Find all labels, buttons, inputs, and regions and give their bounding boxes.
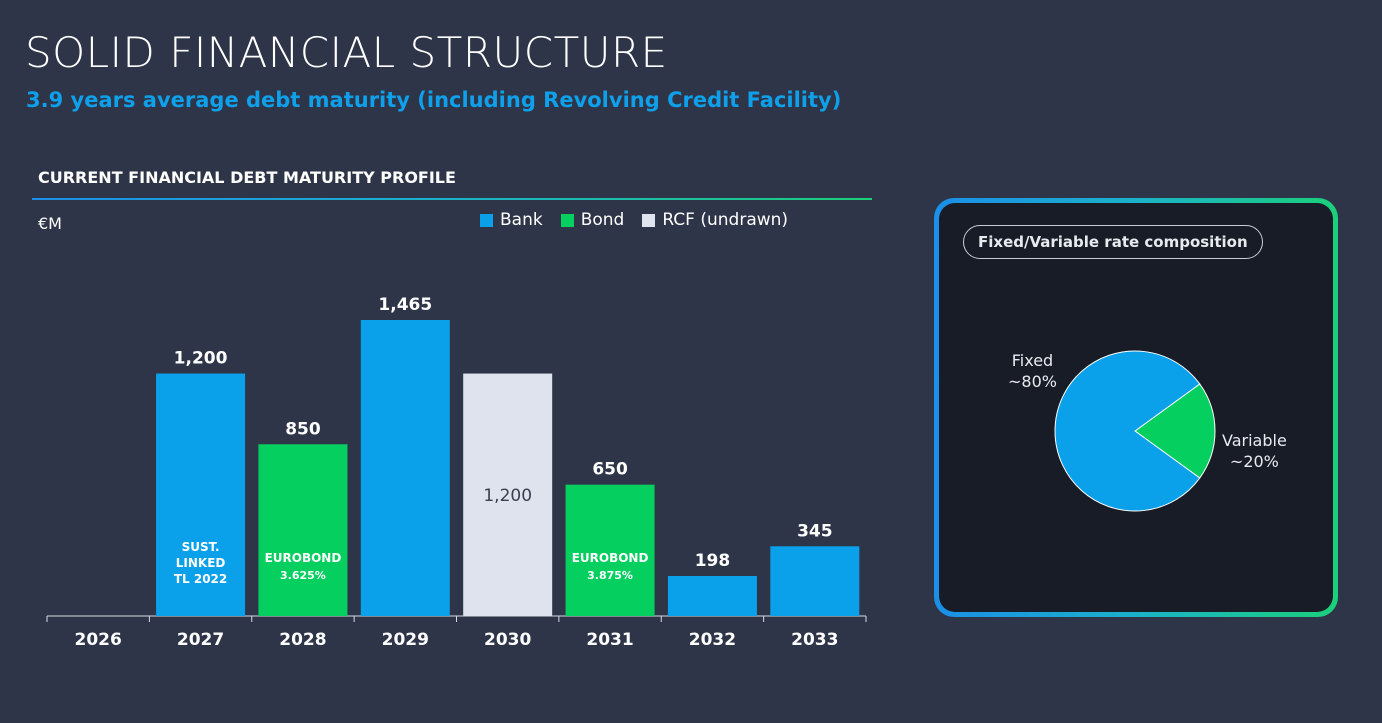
pie-label-variable-name: Variable xyxy=(1222,431,1287,450)
data-label-2031: 650 xyxy=(592,460,628,480)
legend-item-bond: Bond xyxy=(560,210,625,230)
x-tick-label: 2026 xyxy=(75,630,122,650)
bar-2029 xyxy=(360,320,450,616)
x-tick-label: 2029 xyxy=(382,630,429,650)
pie-label-fixed-value: ~80% xyxy=(1008,372,1057,391)
pie-slice-variable xyxy=(1134,383,1216,479)
data-label-2030: 1,200 xyxy=(483,486,532,506)
bar-2032 xyxy=(667,575,757,616)
page-title: SOLID FINANCIAL STRUCTURE xyxy=(25,28,668,77)
x-tick-label: 2028 xyxy=(279,630,326,650)
data-label-2033: 345 xyxy=(797,521,833,541)
x-tick-label: 2027 xyxy=(177,630,224,650)
debt-maturity-bar-chart: 2026 2027 2028 2029 2030 2031 2032 2033 1,200 SUS… xyxy=(46,295,867,650)
bar-inner-label-2027: LINKED xyxy=(176,556,226,570)
chart-legend: Bank Bond RCF (undrawn) xyxy=(480,210,788,230)
x-tick-label: 2030 xyxy=(484,630,531,650)
bar-inner-label-2027: TL 2022 xyxy=(174,572,227,586)
legend-label-bond: Bond xyxy=(580,210,625,230)
data-label-2029: 1,465 xyxy=(378,295,432,315)
page-subtitle: 3.9 years average debt maturity (includi… xyxy=(26,88,842,112)
legend-swatch-bond xyxy=(560,213,574,227)
pie-chart-title: Fixed/Variable rate composition xyxy=(963,225,1263,259)
data-label-2028: 850 xyxy=(285,419,321,439)
bar-inner-label-2027: SUST. xyxy=(182,540,220,554)
section-divider xyxy=(32,198,872,200)
legend-item-bank: Bank xyxy=(480,210,543,230)
legend-label-bank: Bank xyxy=(500,210,543,230)
bar-inner-label-2028: 3.625% xyxy=(280,569,326,582)
pie-label-variable-value: ~20% xyxy=(1229,452,1279,471)
legend-swatch-rcf xyxy=(642,213,656,227)
unit-label: €M xyxy=(38,214,62,233)
bar-2030 xyxy=(463,373,553,616)
x-tick-label: 2031 xyxy=(586,630,633,650)
pie-slice-fixed xyxy=(1054,350,1201,512)
data-label-2032: 198 xyxy=(695,551,731,571)
pie-label-variable: Variable ~20% xyxy=(1222,430,1287,472)
legend-swatch-bank xyxy=(480,213,493,227)
legend-label-rcf: RCF (undrawn) xyxy=(662,210,789,230)
bar-inner-label-2028: EUROBOND xyxy=(265,551,342,565)
x-tick-label: 2032 xyxy=(689,630,736,650)
pie-label-fixed-name: Fixed xyxy=(1011,351,1054,370)
bar-2033 xyxy=(770,546,860,616)
x-tick-label: 2033 xyxy=(791,630,838,650)
data-label-2027: 1,200 xyxy=(174,349,228,369)
bar-2028 xyxy=(258,444,348,616)
chart-title: CURRENT FINANCIAL DEBT MATURITY PROFILE xyxy=(38,168,456,187)
bar-2031 xyxy=(565,484,655,616)
rate-composition-pie-chart xyxy=(1054,350,1216,512)
pie-label-fixed: Fixed ~80% xyxy=(1008,350,1057,392)
bar-inner-label-2031: 3.875% xyxy=(587,569,633,582)
bar-2027 xyxy=(156,373,246,616)
bar-inner-label-2031: EUROBOND xyxy=(572,551,649,565)
legend-item-rcf: RCF (undrawn) xyxy=(642,210,788,230)
